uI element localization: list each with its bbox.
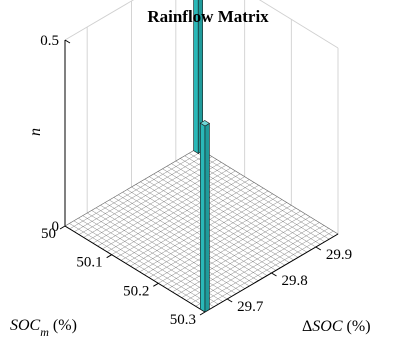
y-tick-label-0: 29.7	[237, 299, 264, 315]
floor-line-y-30	[197, 147, 339, 235]
floor-line-y-25	[175, 160, 316, 248]
y-tick-label-1: 29.8	[282, 273, 308, 289]
z-axis-label: n	[27, 128, 44, 136]
x-axis-edge	[64, 225, 206, 313]
x-tick-mark-0	[59, 225, 66, 230]
y-tick-mark-0	[226, 298, 233, 303]
bars-layer	[193, 0, 211, 313]
bar-face-side-1	[204, 122, 210, 313]
x-tick-label-1: 50.1	[76, 255, 102, 271]
y-axis-label: ΔSOC (%)	[302, 318, 371, 335]
bar-face-front-0	[193, 0, 199, 155]
y-axis-label-prefix: Δ	[302, 318, 312, 335]
x-axis-label-sub: m	[40, 325, 49, 339]
tick-labels: 0 0.5 50 50.1 50.2 50.3 29.7 29.8 29.9	[40, 33, 352, 328]
y-axis-label-suffix: (%)	[343, 318, 371, 335]
y-tick-mark-1	[271, 272, 277, 277]
z-tick-label-0: 0	[52, 219, 60, 235]
x-tick-label-3: 50.3	[170, 312, 196, 328]
z-tick-label-1: 0.5	[40, 33, 59, 49]
x-tick-mark-2	[153, 282, 159, 287]
bar-face-front-1	[200, 122, 206, 313]
x-axis-label-suffix: (%)	[49, 317, 77, 334]
floor-line-y-29	[193, 150, 334, 237]
x-axis-label: SOCm (%)	[10, 317, 77, 339]
floor-line-x-27	[190, 225, 325, 304]
floor-line-y-28	[189, 153, 330, 240]
x-tick-label-0: 50	[41, 226, 56, 242]
y-tick-mark-2	[315, 246, 322, 251]
z-tick-mark-1	[64, 39, 71, 44]
y-tick-label-2: 29.9	[326, 247, 352, 263]
floor-line-x-28	[195, 228, 329, 307]
bar-face-top-1	[199, 120, 211, 127]
y-axis-label-var: SOC	[312, 318, 343, 335]
bar-1	[199, 120, 211, 313]
wall-top-right	[259, 0, 339, 49]
x-tick-mark-1	[106, 254, 112, 259]
wall-top-left	[64, 0, 135, 41]
x-tick-label-2: 50.2	[123, 283, 149, 299]
floor-line-x-29	[200, 230, 334, 310]
x-tick-mark-3	[199, 311, 206, 316]
x-axis-label-var: SOC	[10, 317, 41, 334]
chart-title: Rainflow Matrix	[147, 7, 269, 26]
